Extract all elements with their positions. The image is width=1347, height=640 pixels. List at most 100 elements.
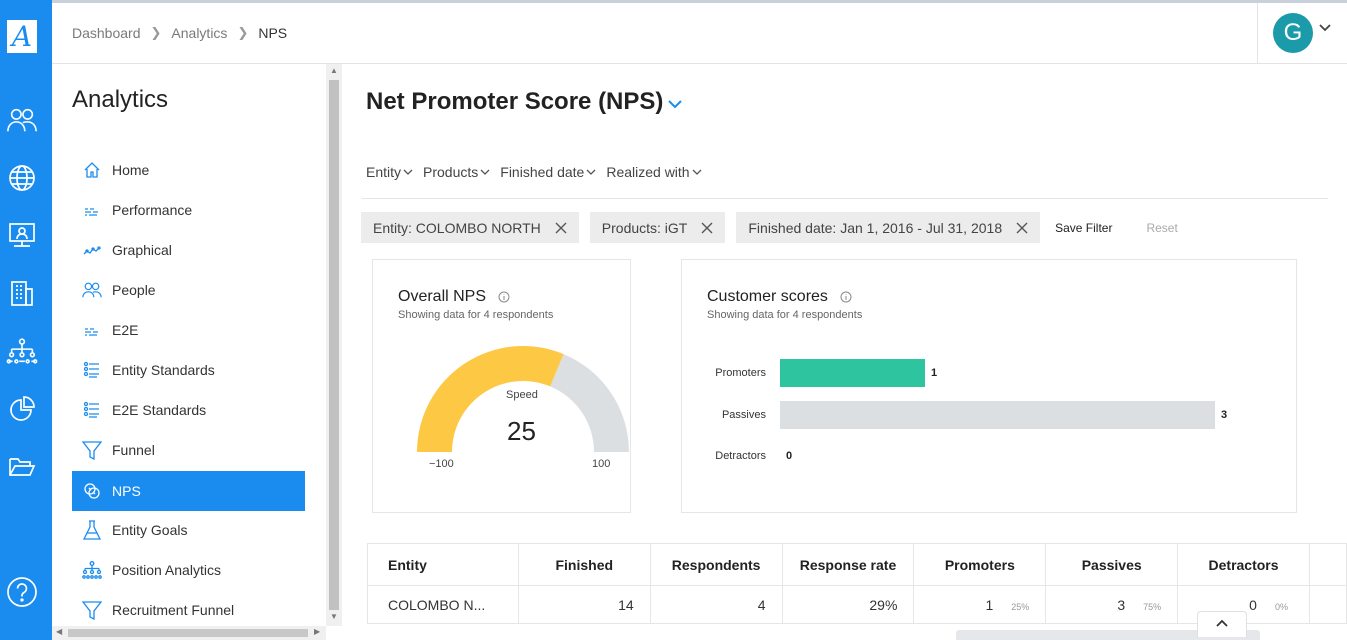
org-chart-icon[interactable] — [6, 335, 38, 367]
active-filters: Entity: COLOMBO NORTH Products: iGT Fini… — [361, 212, 1178, 243]
chevron-down-icon[interactable] — [1318, 23, 1332, 33]
sidebar-item-entity-standards[interactable]: Entity Standards — [72, 350, 305, 390]
sidebar-item-label: Funnel — [112, 442, 155, 458]
funnel-icon — [82, 600, 102, 620]
user-menu[interactable]: G — [1257, 3, 1347, 64]
card-title: Customer scores — [707, 288, 852, 306]
filter-finished-date[interactable]: Finished date — [500, 164, 596, 180]
list-icon — [82, 400, 102, 420]
avatar[interactable]: G — [1273, 13, 1313, 53]
column-header-passives[interactable]: Passives — [1045, 543, 1179, 586]
presentation-icon[interactable] — [6, 219, 38, 251]
chevron-right-icon: ❯ — [150, 25, 162, 40]
sidebar-item-home[interactable]: Home — [72, 150, 305, 190]
filter-bar: Entity Products Finished date Realized w… — [366, 164, 712, 180]
bottom-panel-tab — [956, 630, 1260, 640]
cell-entity[interactable]: COLOMBO N... — [367, 585, 519, 624]
folder-open-icon[interactable] — [6, 451, 38, 483]
icon-rail: A — [0, 0, 52, 640]
home-icon — [82, 160, 102, 180]
gauge-min-label: −100 — [429, 458, 454, 470]
cell-passives: 3 75% — [1045, 585, 1179, 624]
scrollbar-thumb[interactable] — [68, 629, 308, 637]
sidebar-item-label: Entity Goals — [112, 522, 188, 538]
cell-finished: 14 — [517, 585, 651, 624]
save-filter-button[interactable]: Save Filter — [1055, 220, 1113, 235]
sidebar-item-funnel[interactable]: Funnel — [72, 430, 305, 470]
column-header-promoters[interactable]: Promoters — [913, 543, 1047, 586]
close-icon[interactable] — [555, 222, 567, 234]
bar-value-label: 1 — [931, 367, 938, 379]
close-icon[interactable] — [1016, 222, 1028, 234]
breadcrumb-dashboard[interactable]: Dashboard — [72, 25, 141, 41]
nps-table: Entity Finished Respondents Response rat… — [367, 543, 1347, 624]
people-icon[interactable] — [6, 104, 38, 136]
sidebar-title: Analytics — [72, 86, 169, 113]
scroll-left-arrow-icon[interactable]: ◀ — [56, 627, 63, 636]
bar-label: Passives — [721, 408, 766, 421]
performance-icon — [82, 200, 102, 220]
sidebar-item-entity-goals[interactable]: Entity Goals — [72, 510, 305, 550]
bar-label: Promoters — [715, 367, 766, 379]
filter-chip-entity: Entity: COLOMBO NORTH — [361, 212, 579, 243]
bar-value-label: 0 — [786, 450, 793, 462]
list-icon — [82, 360, 102, 380]
column-header-finished[interactable]: Finished — [517, 543, 651, 586]
sidebar-item-e2e[interactable]: E2E — [72, 310, 305, 350]
main-content: Net Promoter Score (NPS) Entity Products… — [342, 64, 1347, 640]
app-logo[interactable]: A — [7, 20, 37, 53]
sidebar-item-label: E2E — [112, 322, 139, 338]
sidebar-item-label: NPS — [112, 483, 141, 499]
sidebar-item-label: Recruitment Funnel — [112, 602, 235, 618]
bar-label: Detractors — [715, 450, 766, 462]
percent-label: 0% — [1274, 601, 1288, 612]
sidebar-item-people[interactable]: People — [72, 270, 305, 310]
divider — [362, 198, 1328, 199]
info-icon[interactable] — [840, 291, 852, 303]
sidebar: Analytics Home Performance Graphical Peo… — [52, 64, 326, 640]
bar-promoters[interactable] — [780, 359, 925, 387]
sidebar-item-label: Graphical — [112, 242, 172, 258]
scroll-right-arrow-icon[interactable]: ▶ — [314, 627, 321, 636]
breadcrumb-analytics[interactable]: Analytics — [171, 25, 228, 41]
column-header-detractors[interactable]: Detractors — [1177, 543, 1310, 586]
expand-panel-button[interactable] — [1197, 611, 1247, 637]
sidebar-item-label: Position Analytics — [112, 562, 221, 578]
chevron-down-icon — [480, 169, 490, 175]
sidebar-vertical-scrollbar[interactable]: ▲ ▼ — [326, 64, 342, 626]
pie-chart-icon[interactable] — [6, 393, 38, 425]
card-title: Overall NPS — [398, 288, 510, 306]
help-icon[interactable] — [6, 576, 38, 608]
card-subtitle: Showing data for 4 respondents — [398, 309, 554, 321]
close-icon[interactable] — [701, 222, 713, 234]
sidebar-item-position-analytics[interactable]: Position Analytics — [72, 550, 305, 590]
scroll-up-arrow-icon[interactable]: ▲ — [330, 66, 338, 75]
chevron-down-icon — [403, 169, 413, 175]
sidebar-item-performance[interactable]: Performance — [72, 190, 305, 230]
sidebar-item-nps[interactable]: NPS — [72, 471, 305, 511]
filter-products[interactable]: Products — [423, 164, 490, 180]
chevron-up-icon — [1216, 619, 1228, 627]
building-icon[interactable] — [6, 277, 38, 309]
scrollbar-thumb[interactable] — [329, 80, 339, 610]
sidebar-item-label: E2E Standards — [112, 402, 207, 418]
sidebar-item-e2e-standards[interactable]: E2E Standards — [72, 390, 305, 430]
nps-icon — [82, 481, 102, 501]
page-title[interactable]: Net Promoter Score (NPS) — [366, 88, 683, 116]
globe-icon[interactable] — [6, 162, 38, 194]
flask-icon — [82, 520, 102, 540]
reset-button[interactable]: Reset — [1146, 220, 1178, 235]
filter-realized-with[interactable]: Realized with — [606, 164, 702, 180]
info-icon[interactable] — [498, 291, 510, 303]
sidebar-item-recruitment-funnel[interactable]: Recruitment Funnel — [72, 590, 305, 630]
column-header-response-rate[interactable]: Response rate — [781, 543, 915, 586]
sidebar-horizontal-scrollbar[interactable]: ◀ ▶ — [52, 626, 326, 640]
column-header-respondents[interactable]: Respondents — [649, 543, 783, 586]
filter-entity[interactable]: Entity — [366, 164, 413, 180]
sidebar-item-graphical[interactable]: Graphical — [72, 230, 305, 270]
column-header-entity[interactable]: Entity — [367, 543, 519, 586]
bar-passives[interactable] — [780, 400, 1215, 429]
chevron-down-icon[interactable] — [667, 99, 683, 109]
people-icon — [82, 280, 102, 300]
scroll-down-arrow-icon[interactable]: ▼ — [330, 612, 338, 621]
